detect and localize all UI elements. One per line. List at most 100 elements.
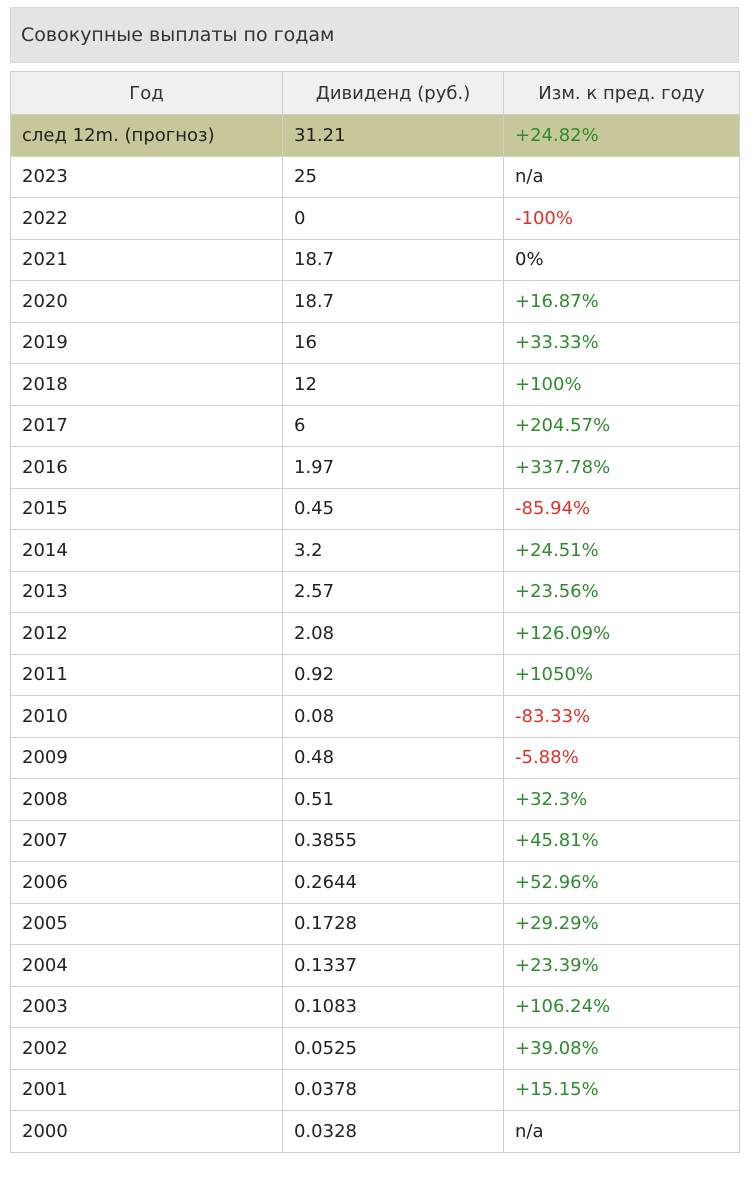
table-row: 2012 2.08 +126.09% [10,612,740,655]
column-header-dividend[interactable]: Дивиденд (руб.) [282,71,504,115]
table-row: 2009 0.48 -5.88% [10,736,740,779]
cell-dividend: 0.48 [282,736,504,779]
cell-dividend: 0.1083 [282,985,504,1028]
cell-dividend: 1.97 [282,446,504,489]
table-row: 2014 3.2 +24.51% [10,529,740,572]
table-row: 2005 0.1728 +29.29% [10,902,740,945]
table-row: 2010 0.08 -83.33% [10,695,740,738]
cell-year: 2009 [10,736,283,779]
cell-year: 2000 [10,1110,283,1153]
table-row: 2011 0.92 +1050% [10,653,740,696]
header-row: Год Дивиденд (руб.) Изм. к пред. году [10,71,740,115]
cell-year: 2020 [10,280,283,323]
cell-dividend: 0.0328 [282,1110,504,1153]
cell-change: -85.94% [503,487,740,530]
table-row: 2013 2.57 +23.56% [10,570,740,613]
table-row: 2016 1.97 +337.78% [10,446,740,489]
cell-change: -100% [503,197,740,240]
cell-dividend: 12 [282,363,504,406]
cell-change: -83.33% [503,695,740,738]
table-row: 2006 0.2644 +52.96% [10,861,740,904]
cell-year: 2011 [10,653,283,696]
table-row: 2002 0.0525 +39.08% [10,1027,740,1070]
cell-change: +52.96% [503,861,740,904]
table-row: 2007 0.3855 +45.81% [10,819,740,862]
cell-dividend: 0.51 [282,778,504,821]
cell-change: +23.56% [503,570,740,613]
cell-dividend: 0.92 [282,653,504,696]
dividend-table: Год Дивиденд (руб.) Изм. к пред. году сл… [10,71,740,1153]
cell-dividend: 0.3855 [282,819,504,862]
cell-dividend: 0.45 [282,487,504,530]
cell-change: +45.81% [503,819,740,862]
cell-year: 2013 [10,570,283,613]
cell-change: +39.08% [503,1027,740,1070]
cell-year: 2014 [10,529,283,572]
cell-year: 2015 [10,487,283,530]
cell-year: 2005 [10,902,283,945]
cell-dividend: 0 [282,197,504,240]
table-row: 2000 0.0328 n/a [10,1110,740,1153]
cell-change: +32.3% [503,778,740,821]
cell-change: +24.51% [503,529,740,572]
cell-year: 2017 [10,404,283,447]
cell-dividend: 2.08 [282,612,504,655]
cell-year: 2008 [10,778,283,821]
column-header-year[interactable]: Год [10,71,283,115]
table-row: 2023 25 n/a [10,155,740,198]
table-row: 2003 0.1083 +106.24% [10,985,740,1028]
cell-change: +33.33% [503,321,740,364]
cell-dividend: 31.21 [282,114,504,157]
cell-year: 2021 [10,238,283,281]
cell-year: 2018 [10,363,283,406]
cell-change: +204.57% [503,404,740,447]
table-row: 2018 12 +100% [10,363,740,406]
cell-change: +23.39% [503,944,740,987]
cell-dividend: 2.57 [282,570,504,613]
table-header: Год Дивиденд (руб.) Изм. к пред. году [10,71,740,115]
section-title: Совокупные выплаты по годам [10,7,739,63]
table-row: 2021 18.7 0% [10,238,740,281]
table-row: 2008 0.51 +32.3% [10,778,740,821]
table-row-forecast: след 12m. (прогноз) 31.21 +24.82% [10,114,740,157]
cell-dividend: 0.1337 [282,944,504,987]
cell-change: +24.82% [503,114,740,157]
cell-change: -5.88% [503,736,740,779]
cell-year: след 12m. (прогноз) [10,114,283,157]
cell-change: +337.78% [503,446,740,489]
cell-dividend: 16 [282,321,504,364]
cell-change: n/a [503,1110,740,1153]
cell-dividend: 0.0378 [282,1068,504,1111]
cell-change: +106.24% [503,985,740,1028]
cell-year: 2006 [10,861,283,904]
table-row: 2001 0.0378 +15.15% [10,1068,740,1111]
table-row: 2020 18.7 +16.87% [10,280,740,323]
cell-dividend: 18.7 [282,280,504,323]
cell-dividend: 0.0525 [282,1027,504,1070]
cell-year: 2003 [10,985,283,1028]
cell-dividend: 25 [282,155,504,198]
cell-dividend: 0.08 [282,695,504,738]
cell-year: 2023 [10,155,283,198]
cell-dividend: 0.1728 [282,902,504,945]
table-body: след 12m. (прогноз) 31.21 +24.82% 2023 25 n/a… [10,114,740,1153]
cell-change: 0% [503,238,740,281]
cell-year: 2022 [10,197,283,240]
cell-year: 2007 [10,819,283,862]
cell-year: 2002 [10,1027,283,1070]
cell-change: +16.87% [503,280,740,323]
cell-dividend: 3.2 [282,529,504,572]
cell-change: +29.29% [503,902,740,945]
cell-change: +1050% [503,653,740,696]
cell-year: 2012 [10,612,283,655]
cell-dividend: 18.7 [282,238,504,281]
cell-year: 2010 [10,695,283,738]
cell-change: +100% [503,363,740,406]
cell-change: +126.09% [503,612,740,655]
table-row: 2004 0.1337 +23.39% [10,944,740,987]
table-row: 2022 0 -100% [10,197,740,240]
cell-dividend: 6 [282,404,504,447]
column-header-change[interactable]: Изм. к пред. году [503,71,740,115]
cell-year: 2019 [10,321,283,364]
